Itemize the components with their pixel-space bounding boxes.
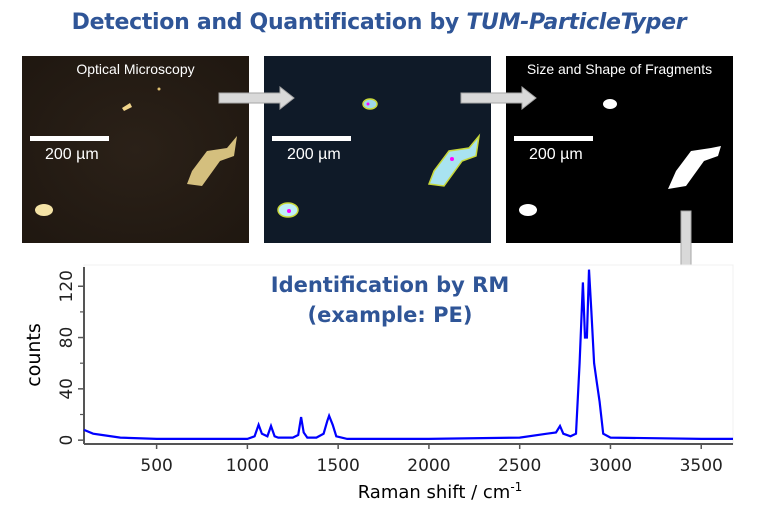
y-axis-label: counts: [23, 323, 45, 387]
figure-title: Detection and Quantification by TUM-Part…: [0, 10, 758, 35]
size-shape-image: Size and Shape of Fragments 200 µm: [506, 56, 733, 243]
plot-title: Identification by RM: [270, 273, 510, 297]
scale-label: 200 µm: [529, 146, 583, 163]
x-axis-label: Raman shift / cm-1: [358, 480, 523, 503]
plot-area: [83, 264, 734, 445]
particles-binary: [519, 99, 721, 216]
title-tool-name: TUM-ParticleTyper: [466, 10, 687, 35]
y-tick-label: 120: [57, 270, 77, 302]
y-tick-label: 80: [57, 327, 77, 349]
scale-bar: [514, 136, 593, 141]
arrow-right-icon: [218, 86, 295, 110]
panel-label: Optical Microscopy: [76, 61, 195, 77]
panel-label: Size and Shape of Fragments: [526, 61, 713, 77]
x-tick-label: 500: [140, 456, 172, 476]
x-tick-label: 1000: [226, 456, 269, 476]
y-tick-label: 40: [57, 378, 77, 400]
scale-label: 200 µm: [45, 146, 99, 163]
arrow-right-icon: [460, 86, 537, 110]
scale-bar: [272, 136, 351, 141]
x-tick-label: 3000: [589, 456, 632, 476]
scale-bar: [30, 136, 109, 141]
x-tick-label: 1500: [317, 456, 360, 476]
particles-optical: [35, 87, 237, 216]
y-tick-label: 0: [57, 435, 77, 446]
x-tick-label: 2500: [498, 456, 541, 476]
x-tick-label: 2000: [407, 456, 450, 476]
optical-microscopy-image: Optical Microscopy 200 µm: [22, 56, 249, 243]
x-tick-label: 3500: [680, 456, 723, 476]
particles-detected: [277, 98, 481, 218]
x-axis-label-sup: -1: [510, 480, 522, 494]
detection-image: 200 µm: [264, 56, 491, 243]
raman-spectrum-chart: 500 1000 1500 2000 2500 3000 3500 0 40 80 120 coun…: [23, 264, 734, 503]
title-text: Detection and Quantification by: [71, 10, 467, 35]
plot-subtitle: (example: PE): [307, 303, 473, 327]
x-axis-label-text: Raman shift / cm: [358, 482, 511, 503]
spectrum-line: [83, 269, 733, 440]
scale-label: 200 µm: [287, 146, 341, 163]
